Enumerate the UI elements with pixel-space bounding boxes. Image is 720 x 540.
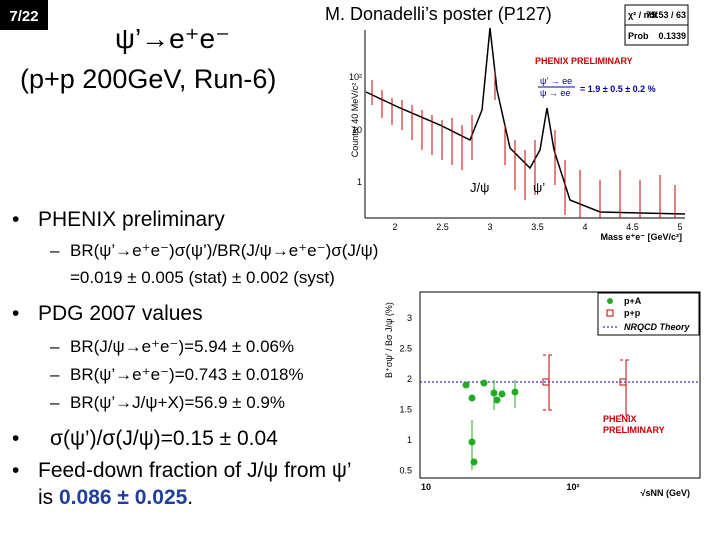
fit-value: 75.53 / 63 (646, 10, 686, 20)
highlight: 0.086 ± 0.025 (59, 486, 188, 509)
frame (419, 291, 701, 479)
y-axis-label: Counts/ 40 MeV/c² (350, 83, 360, 158)
x-axis-label: √sNN (GeV) (641, 488, 690, 498)
legend-label: p+A (624, 296, 642, 306)
bullet: is 0.086 ± 0.025. (38, 486, 193, 509)
x-tick-label: 3.5 (531, 222, 544, 232)
y-tick-label: 1 (357, 177, 362, 187)
slide-number-box (0, 0, 48, 30)
sub-bullet: =0.019 ± 0.005 (stat) ± 0.002 (syst) (70, 268, 335, 287)
y-axis-label: B⁺σψ’ / Bσ J/ψ (%) (384, 302, 394, 378)
bullet: Feed-down fraction of J/ψ from ψ’ (38, 459, 352, 482)
y-tick-label: 1.5 (399, 405, 412, 415)
x-tick-label: 2.5 (436, 222, 449, 232)
x-tick-label: 4 (582, 222, 587, 232)
y-tick-label: 3 (407, 313, 412, 323)
fit-value: 0.1339 (658, 31, 686, 41)
legend (597, 292, 700, 336)
mass-plot: χ² / ndf 75.53 / 63 Prob 0.1339 PHENIX P… (349, 4, 689, 242)
y-tick-label: 2.5 (399, 344, 412, 354)
peak-label: J/ψ (470, 180, 489, 195)
legend-label: p+p (624, 308, 641, 318)
bullet-dot: • (12, 302, 19, 325)
x-tick-label: 10² (566, 482, 579, 492)
dash: – (50, 393, 60, 412)
x-tick-label: 10 (421, 482, 431, 492)
sub-bullet: BR(ψ’→e⁺e⁻)=0.743 ± 0.018% (70, 365, 304, 384)
y-tick-label: 10 (352, 125, 362, 135)
bullet-dot: • (12, 208, 19, 231)
x-axis-label: Mass e⁺e⁻ [GeV/c²] (600, 232, 682, 242)
fit-label: χ² / ndf (628, 10, 659, 20)
dash: – (50, 241, 60, 260)
title: (p+p 200GeV, Run-6) (20, 64, 276, 94)
legend-marker (606, 309, 614, 317)
bullet: PHENIX preliminary (38, 208, 225, 231)
fit-label: Prob (628, 31, 649, 41)
ratio-den: ψ → ee (540, 88, 570, 98)
dash: – (50, 337, 60, 356)
ratio-num: ψ’ → ee (540, 76, 572, 86)
y-tick-label: 0.5 (399, 466, 412, 476)
legend-label: NRQCD Theory (624, 322, 690, 332)
sub-bullet: BR(ψ’→J/ψ+X)=56.9 ± 0.9% (70, 393, 285, 412)
legend-marker (607, 298, 613, 304)
bullet: PDG 2007 values (38, 302, 203, 325)
ratio-value: = 1.9 ± 0.5 ± 0.2 % (580, 84, 656, 94)
x-tick-label: 4.5 (626, 222, 639, 232)
dash: – (50, 365, 60, 384)
title: ψ’→e⁺e⁻ (115, 23, 230, 54)
prelim-label: PHENIX (603, 414, 637, 424)
sub-bullet: BR(J/ψ→e⁺e⁻)=5.94 ± 0.06% (70, 337, 294, 356)
x-tick-label: 5 (677, 222, 682, 232)
bullet-text: . (187, 486, 193, 509)
peak-label: ψ’ (533, 180, 545, 195)
y-tick-label: 1 (407, 435, 412, 445)
author-note: M. Donadelli’s poster (P127) (325, 4, 552, 24)
pA-points (462, 379, 519, 470)
prelim-label: PRELIMINARY (603, 425, 665, 435)
sub-bullet: BR(ψ’→e⁺e⁻)σ(ψ’)/BR(J/ψ→e⁺e⁻)σ(J/ψ) (70, 241, 378, 260)
x-tick-label: 2 (392, 222, 397, 232)
ratio-plot: p+A p+p NRQCD Theory PHENIX PRELIMINARY … (384, 291, 701, 498)
y-tick-label: 2 (407, 374, 412, 384)
data-points (371, 70, 676, 218)
prelim-label: PHENIX PRELIMINARY (535, 56, 633, 66)
y-tick-label: 10² (349, 72, 362, 82)
slide-number: 7/22 (9, 8, 38, 25)
bullet: σ(ψ’)/σ(J/ψ)=0.15 ± 0.04 (50, 427, 278, 450)
bullet-dot: • (12, 459, 19, 482)
bullet-dot: • (12, 427, 19, 450)
x-tick-label: 3 (487, 222, 492, 232)
pp-points (542, 354, 629, 416)
bullet-text: is (38, 486, 59, 509)
